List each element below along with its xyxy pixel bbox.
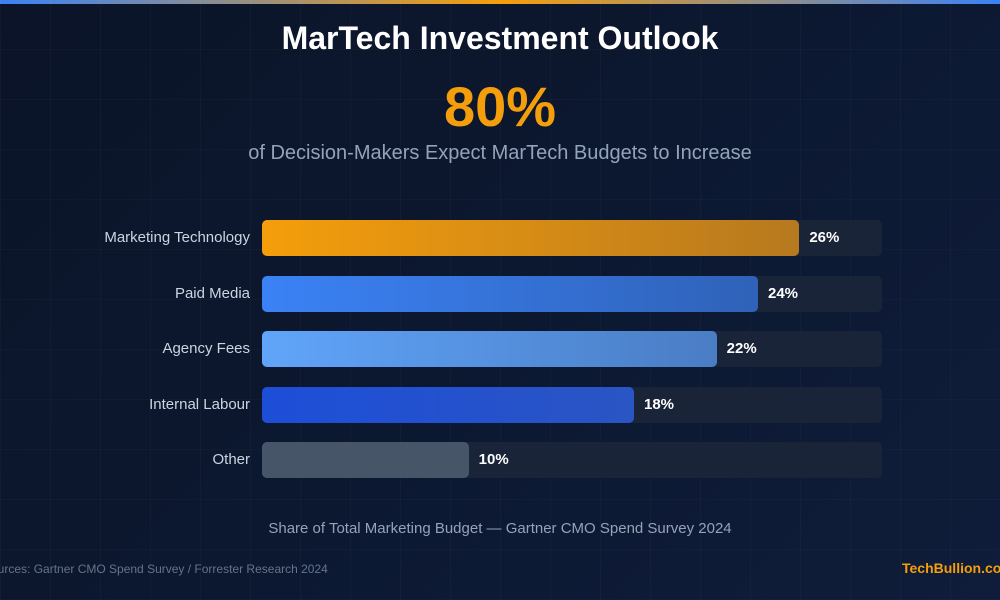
category-label: Internal Labour xyxy=(149,395,250,413)
bar-track: 18% xyxy=(262,386,882,423)
category-label: Marketing Technology xyxy=(104,229,250,246)
data-label: 24% xyxy=(768,284,799,302)
chart-caption: Share of Total Marketing Budget — Gartne… xyxy=(268,520,732,537)
bar xyxy=(262,275,758,312)
headline-stat: 80% xyxy=(443,75,557,138)
bar xyxy=(262,220,800,256)
bar-row: Internal Labour 18% xyxy=(0,386,1000,423)
category-label: Paid Media xyxy=(174,284,250,302)
bar-track: 22% xyxy=(262,331,882,367)
brand-logo: TechBullion.com xyxy=(902,560,1000,576)
bar-row: Agency Fees 22% xyxy=(0,331,1000,367)
data-label: 26% xyxy=(809,229,840,246)
bar xyxy=(262,386,634,423)
sources-note: Sources: Gartner CMO Spend Survey / Forr… xyxy=(0,562,328,576)
data-label: 10% xyxy=(478,451,509,468)
bar xyxy=(262,442,469,478)
category-label: Other xyxy=(212,451,250,468)
category-label: Agency Fees xyxy=(162,340,250,357)
data-label: 22% xyxy=(726,340,757,357)
top-accent-bar xyxy=(0,0,1000,4)
headline-text: of Decision-Makers Expect MarTech Budget… xyxy=(248,142,752,164)
bar-row: Marketing Technology 26% xyxy=(0,220,1000,256)
bar-row: Paid Media 24% xyxy=(0,275,1000,312)
bar xyxy=(262,331,717,367)
bar-track: 24% xyxy=(262,275,882,312)
bar-track: 26% xyxy=(262,220,882,256)
page-title: MarTech Investment Outlook xyxy=(281,20,719,56)
data-label: 18% xyxy=(644,395,675,413)
bar-row: Other 10% xyxy=(0,442,1000,478)
bar-track: 10% xyxy=(262,442,882,478)
